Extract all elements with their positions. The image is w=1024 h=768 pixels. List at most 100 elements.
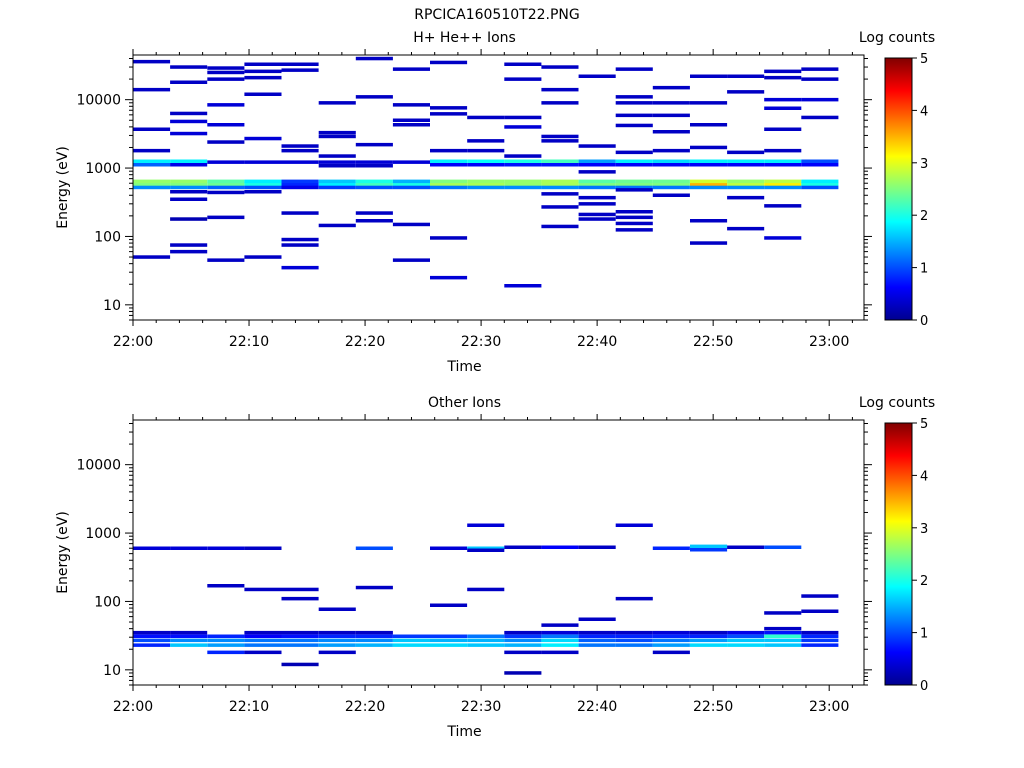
heatmap-cell [430, 60, 468, 65]
heatmap-cell [170, 190, 208, 194]
x-tick-label: 22:10 [229, 699, 269, 715]
heatmap-cell [727, 179, 765, 184]
heatmap-cell [170, 179, 208, 184]
heatmap-cell [652, 643, 690, 647]
heatmap-cell [281, 62, 319, 66]
heatmap-cell [615, 67, 653, 71]
heatmap-cell [690, 219, 728, 223]
heatmap-cell [615, 159, 653, 163]
heatmap-cell [504, 163, 542, 167]
x-tick-label: 22:50 [693, 699, 733, 715]
heatmap-cell [652, 101, 690, 105]
heatmap-cell [541, 163, 579, 167]
heatmap-cell [244, 255, 282, 259]
colorbar-gradient [884, 57, 913, 321]
heatmap-cell [615, 163, 653, 167]
heatmap-cell [652, 634, 690, 638]
heatmap-cell [615, 185, 653, 190]
heatmap-cell [764, 236, 802, 240]
heatmap-cell [207, 546, 245, 550]
heatmap-cell [504, 62, 542, 66]
heatmap-cell [801, 643, 839, 647]
heatmap-cell [170, 546, 208, 550]
heatmap-cell [467, 182, 505, 186]
heatmap-cell [207, 70, 245, 75]
heatmap-cell [281, 144, 319, 148]
heatmap-cell [170, 217, 208, 221]
x-tick-label: 22:30 [461, 334, 501, 350]
heatmap-cell [652, 185, 690, 190]
heatmap-cell [430, 112, 468, 116]
heatmap-cell [133, 630, 171, 635]
y-axis-label: Energy (eV) [55, 511, 71, 594]
heatmap-cell [541, 101, 579, 105]
heatmap-cell [615, 523, 653, 527]
heatmap-cell [244, 546, 282, 550]
heatmap-cell [764, 159, 802, 163]
heatmap-cell [244, 587, 282, 592]
heatmap-cell [430, 643, 468, 647]
heatmap-cell [281, 265, 319, 270]
heatmap-cell [318, 634, 356, 638]
heatmap-cell [541, 643, 579, 647]
heatmap-cell [801, 115, 839, 120]
heatmap-cell [207, 190, 245, 195]
heatmap-cell [690, 241, 728, 245]
heatmap-cell [467, 587, 505, 592]
heatmap-cell [727, 163, 765, 167]
heatmap-cell [170, 638, 208, 643]
heatmap-cell [801, 638, 839, 643]
heatmap-cell [764, 75, 802, 80]
heatmap-cell [207, 123, 245, 127]
heatmap-cell [690, 638, 728, 643]
heatmap-cell [170, 182, 208, 186]
heatmap-cell [578, 634, 616, 638]
heatmap-cell [207, 77, 245, 81]
heatmap-cell [615, 634, 653, 638]
colorbar-tick-label: 5 [920, 417, 928, 432]
heatmap-cell [801, 185, 839, 190]
heatmap-cell [615, 95, 653, 99]
heatmap-cell [133, 182, 171, 186]
heatmap-cell [764, 185, 802, 190]
heatmap-cell [207, 182, 245, 186]
heatmap-cell [764, 69, 802, 74]
y-tick-label: 1000 [85, 161, 121, 177]
heatmap-cells [133, 56, 839, 288]
heatmap-cell [727, 182, 765, 186]
heatmap-cell [504, 630, 542, 635]
heatmap-cell [801, 179, 839, 184]
heatmap-cell [764, 634, 802, 638]
heatmap-cell [281, 630, 319, 635]
heatmap-cell [615, 596, 653, 601]
chart-panel-2: Other Ions 22:00 22:10 22:20 22:30 22:40 22:50… [55, 395, 935, 740]
heatmap-cell [392, 185, 430, 190]
heatmap-cell [801, 67, 839, 71]
heatmap-cell [801, 97, 839, 102]
heatmap-cell [541, 182, 579, 186]
heatmap-cell [504, 154, 542, 158]
heatmap-cell [652, 650, 690, 655]
heatmap-cell [430, 148, 468, 153]
heatmap-cell [170, 111, 208, 116]
heatmap-cells [133, 523, 839, 675]
heatmap-cell [207, 160, 245, 164]
heatmap-cell [133, 255, 171, 259]
heatmap-cell [504, 634, 542, 638]
heatmap-cell [355, 142, 393, 147]
heatmap-cell [355, 634, 393, 638]
heatmap-cell [504, 671, 542, 675]
heatmap-cell [133, 546, 171, 550]
heatmap-cell [615, 643, 653, 647]
heatmap-cell [281, 182, 319, 186]
heatmap-cell [207, 66, 245, 70]
y-tick-label: 10000 [76, 458, 121, 474]
heatmap-cell [652, 113, 690, 118]
heatmap-cell [690, 182, 728, 186]
heatmap-cell [318, 223, 356, 228]
heatmap-cell [281, 662, 319, 667]
heatmap-cell [541, 185, 579, 190]
heatmap-cell [244, 160, 282, 164]
heatmap-cell [244, 650, 282, 655]
heatmap-cell [801, 630, 839, 635]
